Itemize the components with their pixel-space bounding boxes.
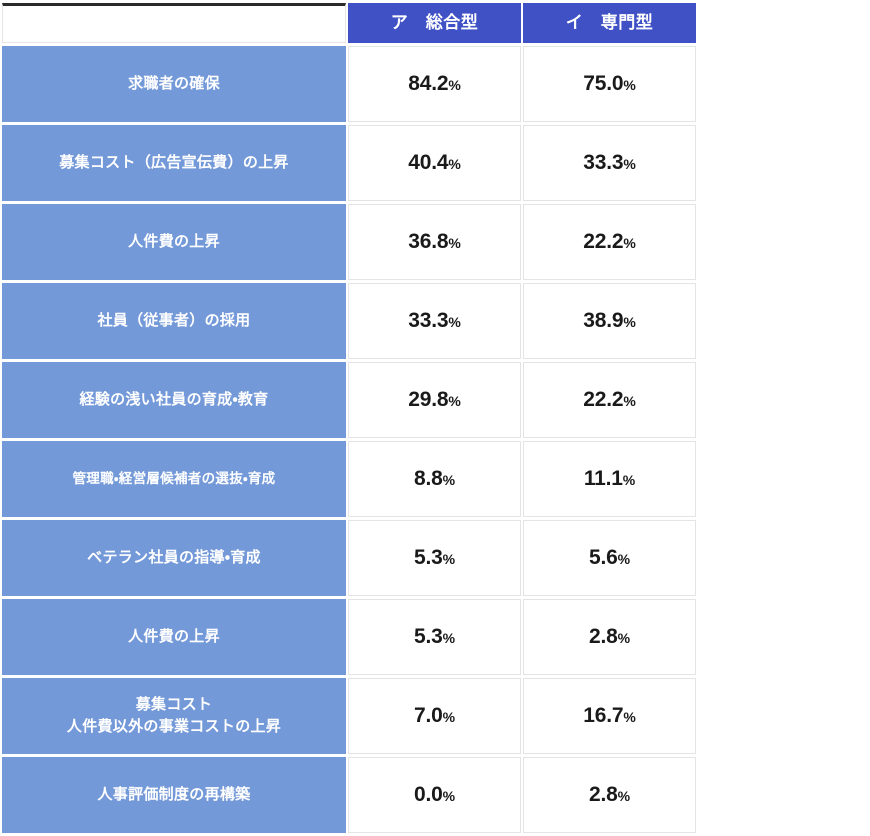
row-label-line: 人件費の上昇 [128, 232, 220, 250]
value-number: 40.4 [408, 151, 449, 174]
row-label-cell: 社員（従事者）の採用 [2, 283, 346, 359]
percent-sign: % [442, 788, 456, 804]
percent-sign: % [623, 709, 636, 725]
value-number: 8.8 [413, 467, 443, 490]
survey-results-table-container: ア 総合型 イ 専門型 求職者の確保 84.2% 75.0% 募集コスト（広告宣伝費）… [2, 3, 696, 833]
table-row: 経験の浅い社員の育成・教育 29.8% 22.2% [2, 362, 696, 438]
row-label-cell: 管理職・経営層候補者の選抜・育成 [2, 441, 346, 517]
percent-sign: % [448, 235, 461, 251]
value-cell-senmon: 11.1% [523, 441, 696, 517]
row-label-line: 求職者の確保 [128, 74, 220, 92]
row-label-cell: ベテラン社員の指導・育成 [2, 520, 346, 596]
percent-sign: % [623, 235, 636, 251]
table-row: ベテラン社員の指導・育成 5.3% 5.6% [2, 520, 696, 596]
row-label-cell: 人件費の上昇 [2, 204, 346, 280]
value-cell-senmon: 2.8% [523, 599, 696, 675]
percent-sign: % [623, 393, 636, 409]
value-cell-senmon: 5.6% [523, 520, 696, 596]
column-header-senmon: イ 専門型 [523, 3, 696, 43]
table-row: 人件費の上昇 36.8% 22.2% [2, 204, 696, 280]
row-label-line: 管理職・経営層候補者の選抜・育成 [72, 470, 276, 486]
row-label-cell: 人事評価制度の再構築 [2, 757, 346, 833]
value-number: 22.2 [583, 388, 624, 411]
percent-sign: % [622, 472, 636, 488]
value-number: 7.0 [413, 704, 443, 727]
table-header: ア 総合型 イ 専門型 [2, 3, 696, 43]
value-number: 38.9 [583, 309, 624, 332]
value-number: 5.3 [413, 625, 443, 648]
value-number: 11.1 [583, 467, 623, 490]
value-number: 2.8 [588, 625, 618, 648]
value-cell-senmon: 38.9% [523, 283, 696, 359]
row-label-cell: 人件費の上昇 [2, 599, 346, 675]
value-cell-sogo: 0.0% [348, 757, 521, 833]
value-number: 16.7 [583, 704, 624, 727]
table-row: 募集コスト（広告宣伝費）の上昇 40.4% 33.3% [2, 125, 696, 201]
table-row: 募集コスト 人件費以外の事業コストの上昇 7.0% 16.7% [2, 678, 696, 754]
row-label-line: 人事評価制度の再構築 [97, 785, 251, 803]
percent-sign: % [623, 77, 636, 93]
table-row: 管理職・経営層候補者の選抜・育成 8.8% 11.1% [2, 441, 696, 517]
value-number: 36.8 [408, 230, 449, 253]
row-label-line: 人件費以外の事業コストの上昇 [66, 718, 282, 735]
value-cell-sogo: 33.3% [348, 283, 521, 359]
percent-sign: % [442, 630, 456, 646]
row-label-line: 社員（従事者）の採用 [97, 311, 251, 329]
value-cell-sogo: 7.0% [348, 678, 521, 754]
value-number: 2.8 [588, 783, 618, 806]
value-cell-sogo: 5.3% [348, 599, 521, 675]
value-cell-senmon: 33.3% [523, 125, 696, 201]
percent-sign: % [617, 788, 631, 804]
value-number: 0.0 [413, 783, 443, 806]
corner-header-cell [2, 3, 346, 43]
value-cell-senmon: 16.7% [523, 678, 696, 754]
value-number: 84.2 [408, 72, 449, 95]
percent-sign: % [617, 630, 631, 646]
row-label-cell: 募集コスト人件費以外の事業コストの上昇 [2, 678, 346, 754]
table-row: 社員（従事者）の採用 33.3% 38.9% [2, 283, 696, 359]
percent-sign: % [448, 77, 461, 93]
percent-sign: % [623, 156, 636, 172]
percent-sign: % [617, 551, 631, 567]
percent-sign: % [448, 393, 461, 409]
table-body: 求職者の確保 84.2% 75.0% 募集コスト（広告宣伝費）の上昇 40.4% 33.3… [2, 46, 696, 833]
value-cell-sogo: 8.8% [348, 441, 521, 517]
percent-sign: % [448, 314, 461, 330]
table-row: 人件費の上昇 5.3% 2.8% [2, 599, 696, 675]
percent-sign: % [442, 472, 456, 488]
table-row: 人事評価制度の再構築 0.0% 2.8% [2, 757, 696, 833]
percent-sign: % [442, 551, 456, 567]
value-cell-senmon: 75.0% [523, 46, 696, 122]
row-label-cell: 経験の浅い社員の育成・教育 [2, 362, 346, 438]
column-header-sogo: ア 総合型 [348, 3, 521, 43]
row-label-line: ベテラン社員の指導・育成 [87, 548, 261, 566]
percent-sign: % [623, 314, 636, 330]
value-number: 22.2 [583, 230, 624, 253]
value-number: 5.6 [588, 546, 618, 569]
value-cell-senmon: 22.2% [523, 204, 696, 280]
survey-results-table: ア 総合型 イ 専門型 求職者の確保 84.2% 75.0% 募集コスト（広告宣伝費）… [2, 3, 696, 833]
row-label-line: 募集コスト（広告宣伝費）の上昇 [59, 153, 289, 171]
value-cell-senmon: 22.2% [523, 362, 696, 438]
row-label-line: 人件費の上昇 [128, 627, 220, 645]
value-number: 29.8 [408, 388, 449, 411]
value-cell-sogo: 84.2% [348, 46, 521, 122]
value-number: 5.3 [413, 546, 443, 569]
row-label-cell: 求職者の確保 [2, 46, 346, 122]
percent-sign: % [442, 709, 456, 725]
value-number: 75.0 [583, 72, 624, 95]
table-row: 求職者の確保 84.2% 75.0% [2, 46, 696, 122]
value-number: 33.3 [408, 309, 449, 332]
row-label-line: 募集コスト [135, 695, 213, 713]
value-number: 33.3 [583, 151, 624, 174]
percent-sign: % [448, 156, 461, 172]
value-cell-sogo: 36.8% [348, 204, 521, 280]
value-cell-senmon: 2.8% [523, 757, 696, 833]
value-cell-sogo: 5.3% [348, 520, 521, 596]
value-cell-sogo: 40.4% [348, 125, 521, 201]
row-label-line: 経験の浅い社員の育成・教育 [79, 390, 269, 408]
row-label-cell: 募集コスト（広告宣伝費）の上昇 [2, 125, 346, 201]
header-row: ア 総合型 イ 専門型 [2, 3, 696, 43]
value-cell-sogo: 29.8% [348, 362, 521, 438]
